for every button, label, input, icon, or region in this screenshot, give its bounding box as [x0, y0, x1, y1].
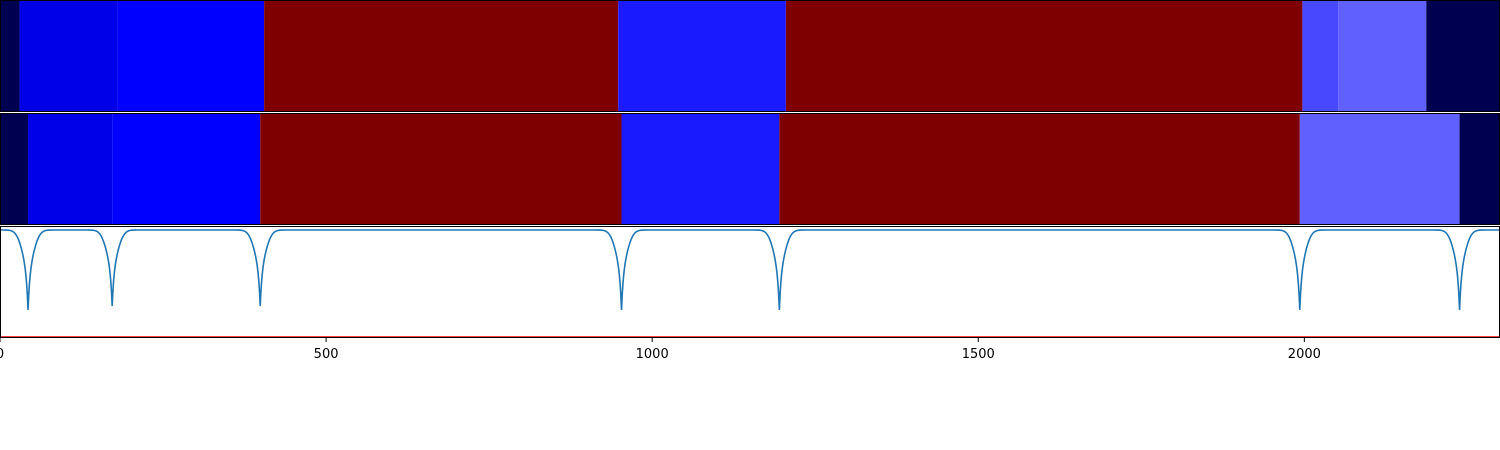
x-tick-label-0: 0	[0, 347, 4, 362]
track-1-segment-5	[618, 0, 786, 112]
track-1-segment-4	[264, 0, 619, 112]
x-tick-label-1000: 1000	[636, 347, 669, 362]
track-2-segment-4	[260, 113, 622, 225]
track-2-segment-2	[28, 113, 113, 225]
track-2-segment-6	[779, 113, 1300, 225]
track-1-segment-2	[19, 0, 118, 112]
signal-background	[0, 226, 1500, 338]
track-1-segment-7	[1302, 0, 1339, 112]
track-1-segment-1	[0, 0, 20, 112]
signal-line	[0, 229, 1500, 311]
x-tick-label-1500: 1500	[962, 347, 995, 362]
x-tick-label-2000: 2000	[1288, 347, 1321, 362]
segment-tracks	[0, 0, 1500, 225]
track-2-segment-1	[0, 113, 29, 225]
track-2-segment-5	[621, 113, 780, 225]
track-1-segment-9	[1426, 0, 1500, 112]
track-1-segment-3	[117, 0, 265, 112]
signal-panel	[0, 226, 1500, 338]
track-1-segment-6	[785, 0, 1303, 112]
track-1-segment-8	[1338, 0, 1427, 112]
track-2-segment-8	[1459, 113, 1500, 225]
x-tick-label-500: 500	[314, 347, 339, 362]
track-2-segment-3	[112, 113, 261, 225]
track-2-segment-7	[1299, 113, 1460, 225]
x-axis: 0 500 1000 1500 2000	[0, 338, 1321, 362]
